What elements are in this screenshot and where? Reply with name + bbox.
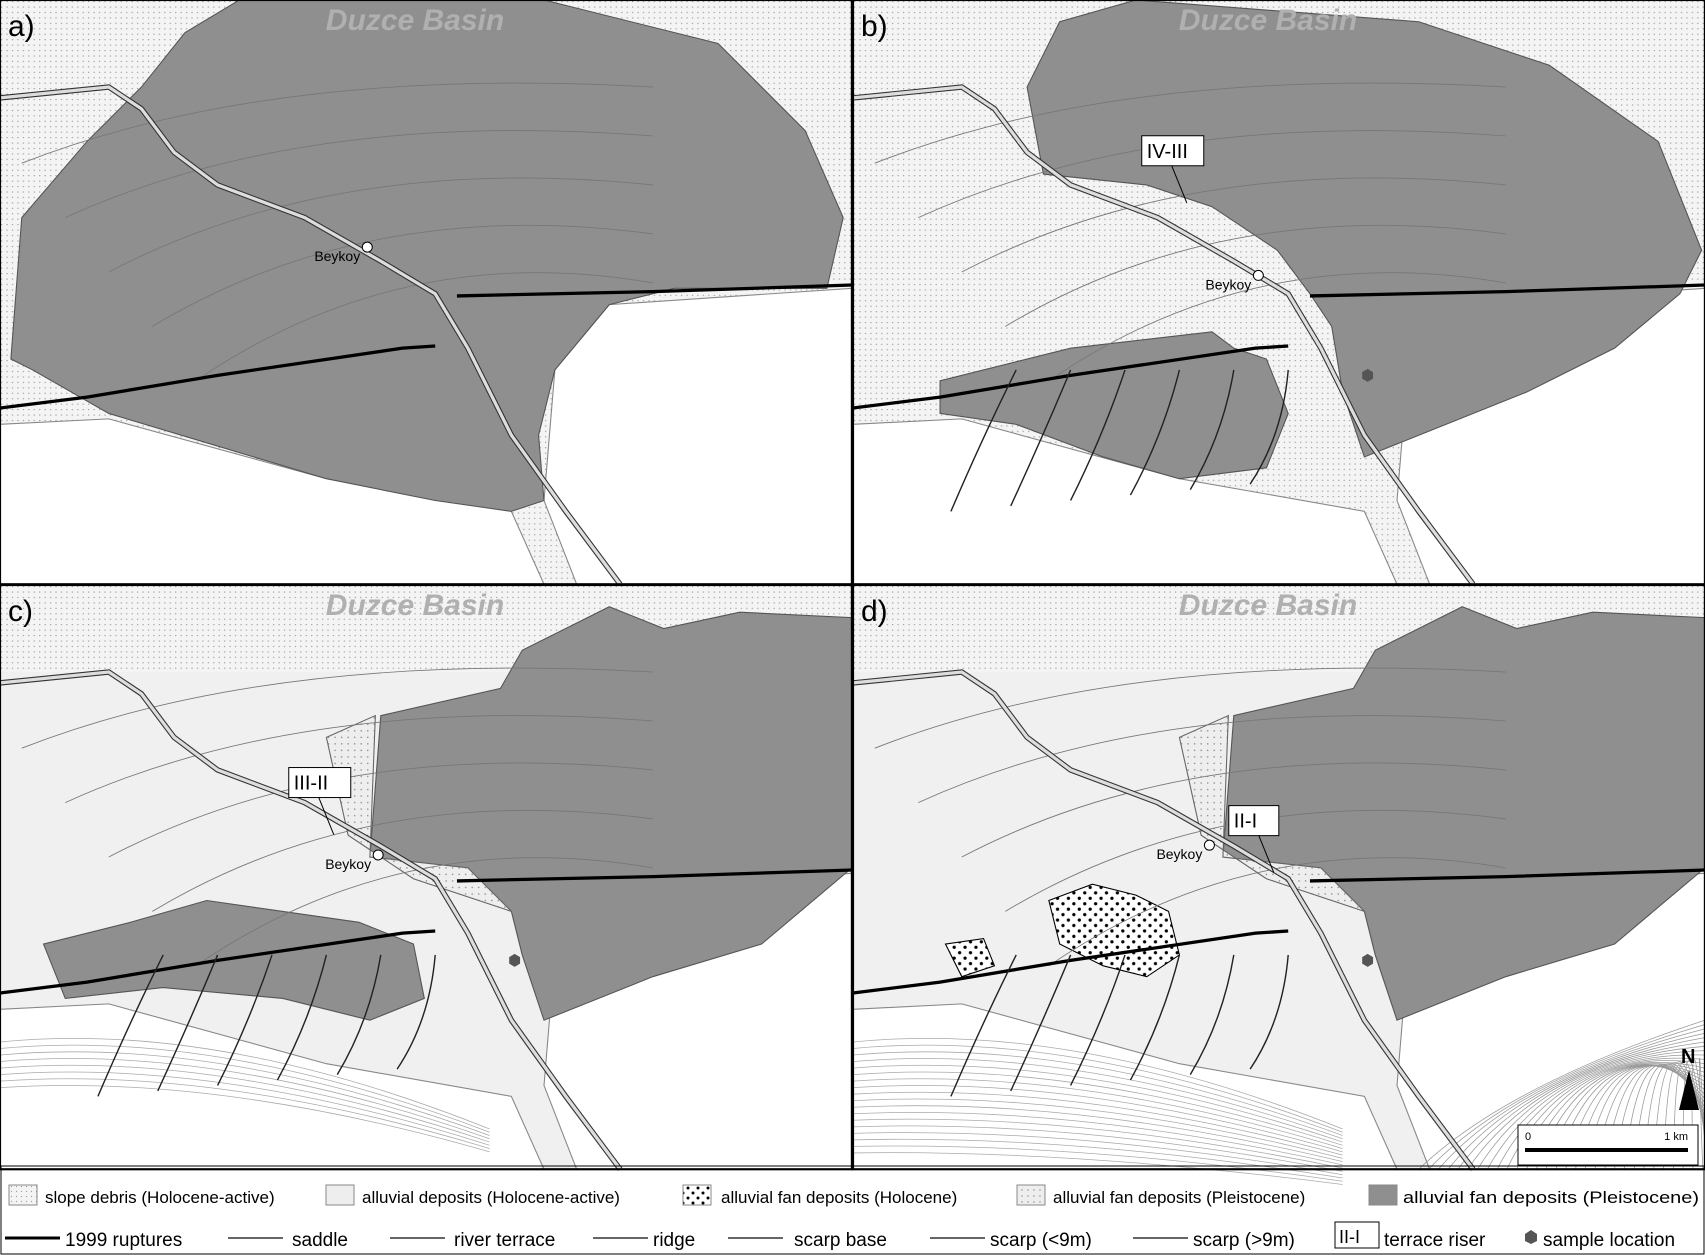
- riser-label: IV-III: [1147, 141, 1188, 163]
- panel: b) Duzce Basin Beykoy IV-III: [853, 0, 1705, 584]
- figure: a) Duzce Basin Beykoy b) Duzce Basin Beykoy IV…: [0, 0, 1705, 1255]
- panel: d) Duzce Basin Beykoy II-I 0 1 km N: [853, 585, 1705, 1184]
- map: [853, 585, 1705, 1184]
- map: [853, 0, 1705, 584]
- legend-label: alluvial fan deposits (Pleistocene): [1053, 1188, 1305, 1207]
- legend: slope debris (Holocene-active) alluvial d…: [5, 1185, 1699, 1251]
- legend-symbol: [1525, 1230, 1537, 1244]
- panel-label: c): [8, 595, 33, 628]
- panel: a) Duzce Basin Beykoy: [0, 0, 852, 584]
- riser-label: III-II: [294, 773, 328, 795]
- legend-label: ridge: [653, 1230, 695, 1251]
- basin-label: Duzce Basin: [1179, 589, 1357, 622]
- legend-riser-label: II-I: [1339, 1227, 1360, 1247]
- panel-label: d): [861, 595, 888, 628]
- legend-label: scarp base: [794, 1230, 887, 1251]
- legend-swatch: [683, 1185, 711, 1205]
- legend-label: alluvial fan deposits (Holocene): [721, 1188, 957, 1207]
- village: [373, 850, 383, 860]
- legend-swatch: [1369, 1185, 1397, 1205]
- panel: c) Duzce Basin Beykoy III-II: [0, 585, 852, 1169]
- village-label: Beykoy: [325, 856, 371, 872]
- basin-label: Duzce Basin: [326, 589, 504, 622]
- legend-label: alluvial deposits (Holocene-active): [362, 1188, 620, 1207]
- village-label: Beykoy: [1205, 276, 1251, 292]
- legend-swatch: [326, 1185, 354, 1205]
- legend-label: slope debris (Holocene-active): [45, 1188, 275, 1207]
- basin-label: Duzce Basin: [1179, 4, 1357, 37]
- legend-swatch: [1017, 1185, 1045, 1205]
- legend-label: terrace riser: [1384, 1230, 1486, 1251]
- scale-label: 1 km: [1664, 1131, 1688, 1143]
- legend-label: river terrace: [454, 1230, 555, 1251]
- scale-label: 0: [1525, 1131, 1531, 1143]
- legend-label: saddle: [292, 1230, 348, 1251]
- panel-label: b): [861, 10, 888, 43]
- north-label: N: [1681, 1046, 1695, 1068]
- village: [1253, 270, 1263, 280]
- village-label: Beykoy: [314, 248, 360, 264]
- legend-label: scarp (>9m): [1193, 1230, 1295, 1251]
- legend-label: alluvial fan deposits (Pleistocene): [1403, 1188, 1699, 1207]
- village: [362, 242, 372, 252]
- panel-label: a): [8, 10, 35, 43]
- riser-label: II-I: [1234, 811, 1257, 833]
- legend-label: scarp (<9m): [990, 1230, 1092, 1251]
- map: [0, 585, 852, 1169]
- legend-swatch: [9, 1185, 37, 1205]
- map: [0, 0, 852, 584]
- basin-label: Duzce Basin: [326, 4, 504, 37]
- legend-label: sample location: [1543, 1230, 1675, 1251]
- legend-label: 1999 ruptures: [65, 1230, 182, 1251]
- village: [1204, 840, 1214, 850]
- village-label: Beykoy: [1156, 846, 1202, 862]
